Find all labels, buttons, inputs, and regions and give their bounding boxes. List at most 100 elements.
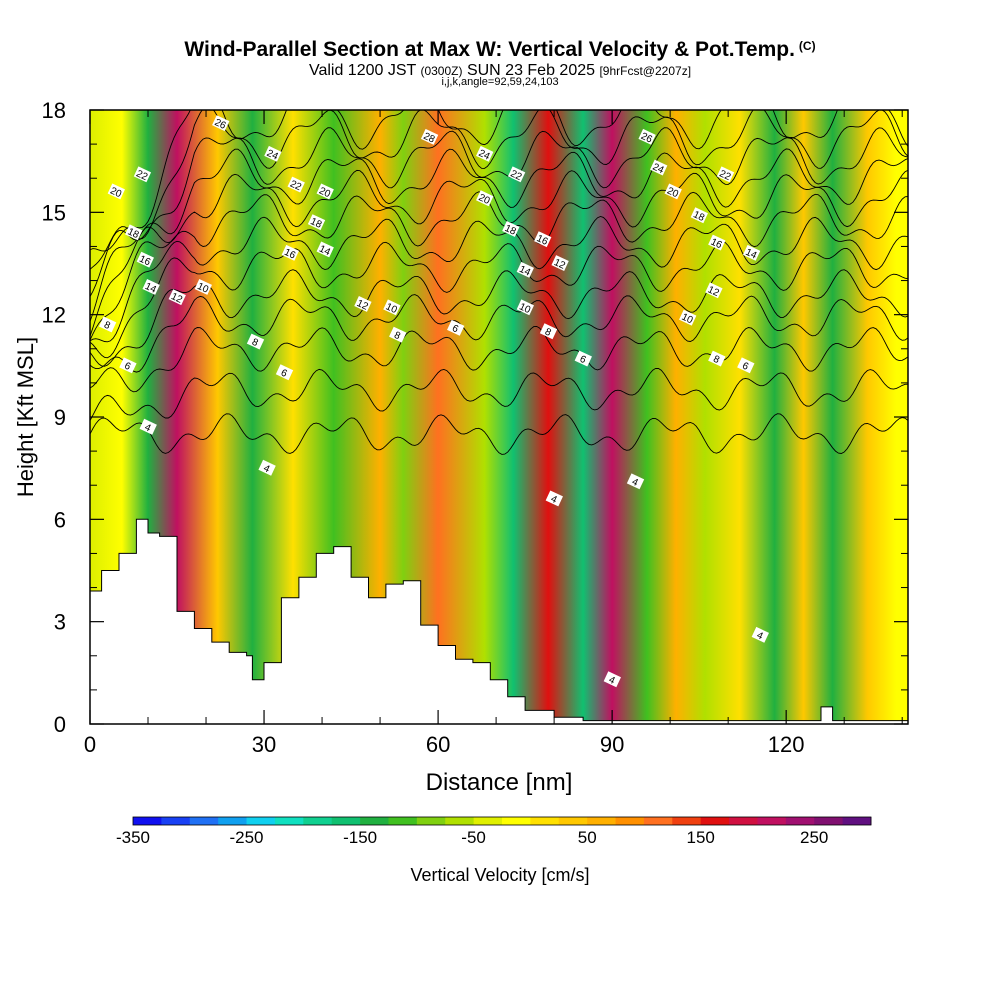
contour-label: 6	[447, 319, 465, 336]
contour-label: 24	[476, 145, 494, 163]
x-tick-label: 30	[252, 732, 276, 757]
chart-subtitle: Valid 1200 JST (0300Z) SUN 23 Feb 2025 […	[308, 62, 692, 79]
contour-label-bg	[705, 282, 723, 299]
contour-label-text: 4	[630, 477, 640, 490]
contour-label-text: 22	[288, 179, 303, 194]
colorbar-swatch	[729, 817, 758, 825]
contour-label-text: 24	[477, 148, 492, 163]
contour-label-text: 12	[355, 298, 370, 313]
colorbar-swatch	[643, 817, 673, 825]
contour-label-text: 8	[102, 320, 112, 333]
contour-label: 8	[708, 350, 726, 367]
colorbar: -350 -250 -150 -50 50 150 250	[116, 816, 872, 847]
contour-label: 4	[545, 490, 563, 507]
contour-label: 6	[574, 350, 592, 367]
contour-label: 22	[287, 176, 305, 194]
contour-label-text: 22	[718, 168, 733, 183]
contour-label: 22	[507, 166, 526, 183]
colorbar-swatch	[558, 817, 588, 825]
contour-label: 6	[275, 364, 294, 381]
x-tick-label: 0	[84, 732, 96, 757]
contour-label-bg	[626, 473, 645, 490]
contour-label-bg	[516, 261, 534, 278]
contour-label: 20	[316, 183, 334, 200]
contour-label-text: 10	[517, 301, 532, 316]
contour-label-text: 26	[213, 117, 228, 132]
contour-label: 14	[516, 261, 534, 279]
theta-contour	[90, 367, 908, 421]
y-tick-label: 6	[54, 507, 66, 532]
contour-label: 4	[139, 418, 157, 435]
contour-label-bg	[679, 309, 697, 326]
contour-label-text: 10	[195, 281, 210, 296]
contour-label-text: 12	[169, 291, 184, 306]
colorbar-frame	[132, 816, 872, 826]
contour-label: 14	[742, 244, 761, 262]
colorbar-swatch	[757, 817, 787, 825]
contour-label-bg	[545, 490, 563, 507]
contour-label-text: 10	[384, 301, 399, 316]
colorbar-swatch	[473, 817, 503, 825]
contour-label: 18	[125, 224, 143, 241]
colorbar-swatch	[672, 817, 702, 825]
contour-label-bg	[194, 279, 212, 295]
contour-label-bg	[307, 214, 326, 231]
contour-label-text: 4	[262, 463, 272, 476]
contour-label: 24	[264, 145, 282, 163]
terrain	[90, 518, 908, 724]
contour-label: 18	[307, 214, 326, 231]
contour-label-bg	[708, 350, 726, 367]
contour-label-text: 6	[740, 361, 750, 374]
theta-contour	[90, 110, 908, 270]
contour-label: 4	[626, 473, 645, 490]
colorbar-swatch	[842, 817, 872, 825]
contour-label: 22	[133, 166, 152, 183]
contour-label: 18	[690, 207, 708, 224]
contour-label-text: 8	[543, 326, 553, 339]
x-tick-label: 60	[426, 732, 450, 757]
contour-label-bg	[98, 316, 117, 333]
colorbar-tick-label: -250	[229, 828, 263, 847]
contour-label: 20	[476, 190, 494, 207]
contour-label-bg	[136, 251, 154, 268]
contour-label-bg	[287, 176, 305, 193]
colorbar-tick-label: -50	[461, 828, 486, 847]
contour-label: 16	[534, 231, 552, 248]
colorbar-tick-label: 50	[578, 828, 597, 847]
contour-label-text: 6	[279, 367, 289, 380]
contour-label-text: 20	[108, 185, 123, 200]
contour-label-text: 4	[755, 630, 765, 643]
colorbar-swatch	[530, 817, 560, 825]
colorbar-swatch	[331, 817, 361, 825]
x-axis: 0 30 60 90 120	[84, 110, 903, 757]
title-tag: (C)	[798, 39, 816, 53]
contour-label-text: 14	[143, 281, 158, 296]
contour-label-bg	[690, 207, 708, 224]
contour-label: 6	[119, 357, 137, 374]
contour-label-bg	[476, 145, 494, 162]
colorbar-swatch	[587, 817, 616, 825]
theta-contours	[90, 110, 908, 455]
theta-contour	[90, 325, 908, 393]
contour-label-bg	[551, 255, 569, 271]
contour-label-bg	[142, 279, 160, 295]
contour-label-bg	[139, 418, 157, 435]
contour-label-text: 6	[450, 323, 460, 336]
contour-label: 12	[168, 289, 186, 306]
colorbar-swatch	[274, 817, 304, 825]
contour-label-bg	[737, 357, 755, 374]
contour-label-text: 8	[711, 354, 721, 367]
contour-label-bg	[516, 299, 534, 316]
colorbar-swatch	[303, 817, 333, 825]
theta-contour	[90, 294, 908, 373]
chart-title: Wind-Parallel Section at Max W: Vertical…	[184, 38, 816, 61]
contour-label-bg	[212, 115, 230, 132]
colorbar-swatch	[615, 817, 645, 825]
contour-label-bg	[389, 326, 407, 343]
contour-label-bg	[574, 350, 592, 367]
contour-label-bg	[742, 244, 761, 261]
y-tick-label: 3	[54, 610, 66, 635]
contour-label: 10	[383, 299, 401, 316]
contour-label-bg	[447, 319, 465, 336]
